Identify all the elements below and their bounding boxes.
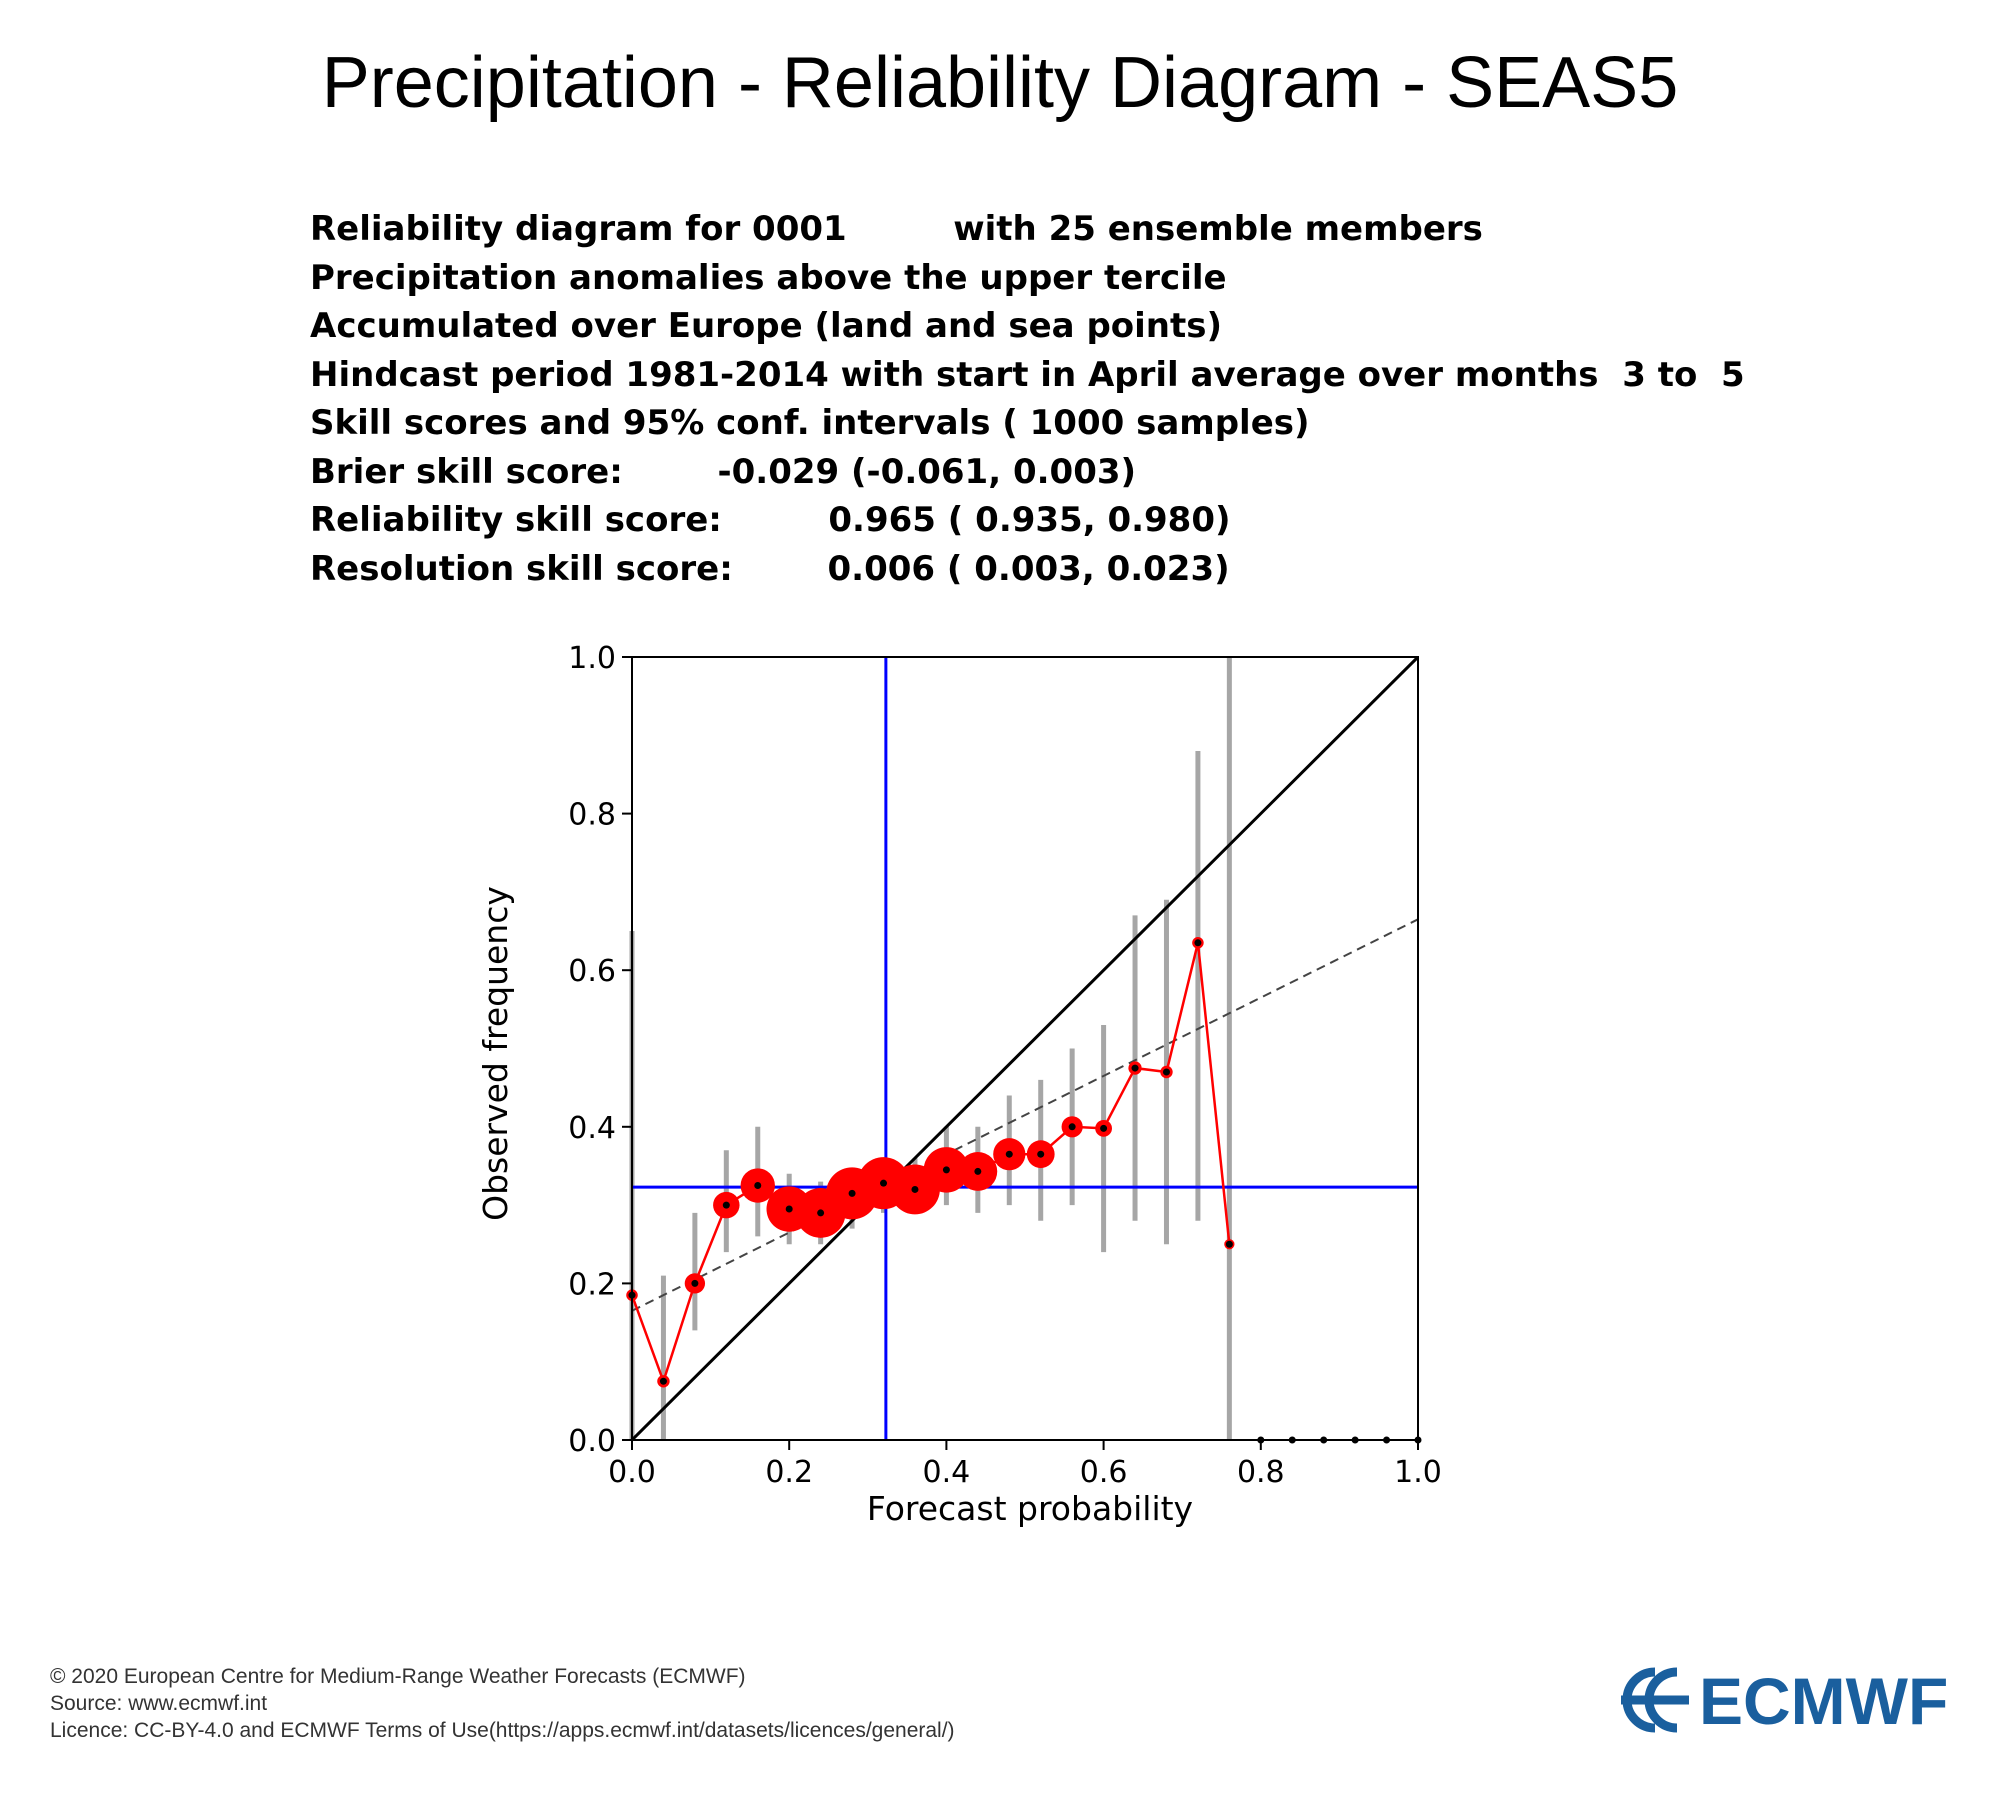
centre-dot bbox=[659, 1377, 667, 1385]
x-ticks: 0.0 0.2 0.4 0.6 0.8 1.0 bbox=[608, 1440, 1442, 1490]
info-line-skill-header: Skill scores and 95% conf. intervals ( 1… bbox=[310, 403, 1310, 443]
centre-dot bbox=[817, 1209, 825, 1217]
ecmwf-logo-text: ECMWF bbox=[1699, 1664, 1948, 1738]
centre-dot bbox=[942, 1166, 950, 1174]
centre-dot bbox=[785, 1205, 793, 1213]
markers bbox=[626, 937, 1235, 1388]
centre-dot bbox=[1100, 1124, 1108, 1132]
centre-dot bbox=[722, 1201, 730, 1209]
info-block: Reliability diagram for 0001 with 25 ens… bbox=[310, 205, 1745, 593]
info-line-members: Reliability diagram for 0001 with 25 ens… bbox=[310, 209, 1483, 249]
x-tick-label: 0.4 bbox=[923, 1455, 971, 1490]
ecmwf-logo-icon bbox=[1621, 1667, 1689, 1733]
diagonal-line bbox=[630, 655, 1420, 1442]
footer-licence: Licence: CC-BY-4.0 and ECMWF Terms of Us… bbox=[50, 1719, 955, 1742]
centre-dot bbox=[848, 1189, 856, 1197]
y-tick-label: 0.4 bbox=[568, 1111, 616, 1146]
centre-dot bbox=[1005, 1150, 1013, 1158]
info-line-reliability: Reliability skill score: 0.965 ( 0.935, … bbox=[310, 500, 1231, 540]
footer-copyright: © 2020 European Centre for Medium-Range … bbox=[50, 1665, 746, 1688]
x-tick-label: 1.0 bbox=[1394, 1455, 1442, 1490]
y-tick-label: 0.0 bbox=[568, 1424, 616, 1459]
fit-line bbox=[631, 918, 1419, 1312]
info-line-hindcast: Hindcast period 1981-2014 with start in … bbox=[310, 354, 1745, 395]
y-tick-label: 0.2 bbox=[568, 1267, 616, 1302]
centre-dots bbox=[628, 939, 1422, 1444]
centre-dot bbox=[1162, 1068, 1170, 1076]
ecmwf-logo: ECMWF bbox=[1621, 1664, 1948, 1738]
x-axis-label: Forecast probability bbox=[867, 1489, 1193, 1528]
x-tick-label: 0.6 bbox=[1080, 1455, 1128, 1490]
centre-dot bbox=[880, 1179, 888, 1187]
centre-dot bbox=[1194, 939, 1202, 947]
info-line-region: Accumulated over Europe (land and sea po… bbox=[310, 306, 1223, 346]
x-tick-label: 0.0 bbox=[608, 1455, 656, 1490]
y-tick-label: 0.8 bbox=[568, 798, 616, 833]
info-line-brier: Brier skill score: -0.029 (-0.061, 0.003… bbox=[310, 451, 1137, 492]
chart-title: Precipitation - Reliability Diagram - SE… bbox=[321, 43, 1679, 123]
x-tick-label: 0.8 bbox=[1237, 1455, 1285, 1490]
centre-dot bbox=[1225, 1240, 1233, 1248]
footer-source: Source: www.ecmwf.int bbox=[50, 1692, 268, 1715]
y-tick-label: 0.6 bbox=[568, 954, 616, 989]
centre-dot bbox=[1131, 1064, 1139, 1072]
confidence-bars bbox=[629, 657, 1232, 1440]
centre-dot bbox=[911, 1185, 919, 1193]
info-line-anomalies: Precipitation anomalies above the upper … bbox=[310, 257, 1227, 298]
y-tick-label: 1.0 bbox=[568, 641, 616, 676]
centre-dot bbox=[691, 1279, 699, 1287]
centre-dot bbox=[1068, 1123, 1076, 1131]
y-ticks: 0.0 0.2 0.4 0.6 0.8 1.0 bbox=[568, 641, 632, 1459]
plot-frame bbox=[631, 656, 1419, 1441]
y-axis-label: Observed frequency bbox=[476, 886, 515, 1221]
centre-dot bbox=[974, 1167, 982, 1175]
info-line-resolution: Resolution skill score: 0.006 ( 0.003, 0… bbox=[310, 548, 1230, 589]
centre-dot bbox=[754, 1182, 762, 1190]
x-tick-label: 0.2 bbox=[765, 1455, 813, 1490]
footer: © 2020 European Centre for Medium-Range … bbox=[50, 1663, 955, 1744]
centre-dot bbox=[1037, 1150, 1045, 1158]
